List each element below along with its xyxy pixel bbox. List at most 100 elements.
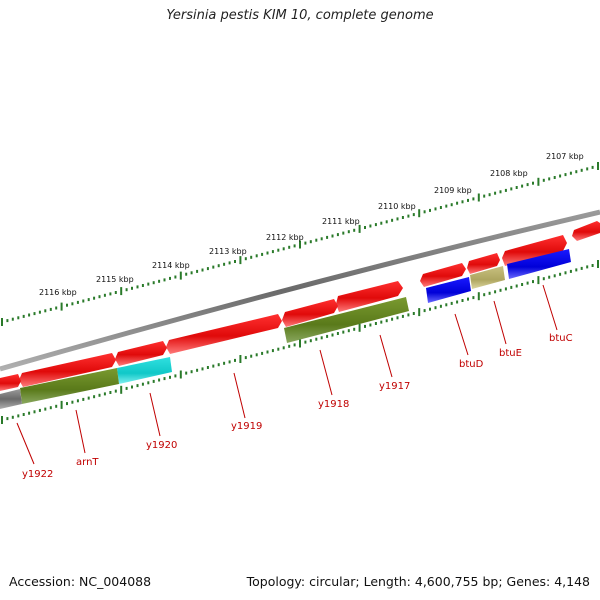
minor-tick bbox=[412, 213, 415, 217]
minor-tick bbox=[158, 378, 161, 382]
minor-tick bbox=[347, 230, 350, 234]
feature-block-btuC[interactable] bbox=[507, 249, 571, 279]
minor-tick bbox=[93, 296, 96, 300]
minor-tick bbox=[380, 221, 383, 225]
gene-arrow[interactable] bbox=[166, 314, 282, 354]
gene-label-btuC[interactable]: btuC bbox=[549, 333, 573, 344]
minor-tick bbox=[98, 295, 101, 299]
gene-arrow[interactable] bbox=[420, 263, 466, 287]
minor-tick bbox=[228, 360, 231, 364]
minor-tick bbox=[515, 284, 518, 288]
minor-tick bbox=[17, 316, 20, 320]
gene-arrow[interactable] bbox=[19, 353, 116, 387]
feature-block-btuE[interactable] bbox=[470, 266, 505, 289]
scale-label-2111: 2111 kbp bbox=[322, 217, 360, 226]
minor-tick bbox=[564, 173, 567, 177]
minor-tick bbox=[580, 266, 583, 270]
major-tick bbox=[358, 323, 361, 332]
scale-label-2113: 2113 kbp bbox=[209, 247, 247, 256]
minor-tick bbox=[206, 366, 209, 369]
minor-tick bbox=[66, 303, 68, 307]
minor-tick bbox=[71, 302, 74, 306]
minor-tick bbox=[28, 411, 31, 415]
topology-text: Topology: circular; Length: 4,600,755 bp… bbox=[246, 574, 590, 589]
minor-tick bbox=[331, 333, 334, 337]
gene-label-y1920[interactable]: y1920 bbox=[146, 440, 177, 451]
gene-label-btuE[interactable]: btuE bbox=[499, 348, 522, 359]
minor-tick bbox=[515, 186, 518, 189]
minor-tick bbox=[103, 293, 106, 297]
minor-tick bbox=[439, 206, 442, 209]
minor-tick bbox=[510, 187, 513, 191]
gene-label-y1917[interactable]: y1917 bbox=[379, 381, 410, 392]
minor-tick bbox=[196, 269, 199, 273]
gene-arrow[interactable] bbox=[0, 374, 21, 391]
minor-tick bbox=[412, 312, 415, 315]
accession-text: Accession: NC_004088 bbox=[9, 574, 152, 589]
minor-tick bbox=[559, 272, 562, 276]
gene-arrow[interactable] bbox=[502, 235, 567, 266]
gene-arrow[interactable] bbox=[115, 341, 167, 366]
minor-tick bbox=[591, 264, 594, 267]
minor-tick bbox=[331, 234, 334, 238]
minor-tick bbox=[304, 241, 307, 245]
minor-tick bbox=[315, 238, 318, 242]
minor-tick bbox=[369, 224, 372, 228]
minor-tick bbox=[76, 399, 79, 403]
scale-label-2114: 2114 kbp bbox=[152, 261, 190, 270]
minor-tick bbox=[385, 319, 388, 323]
gene-label-y1918[interactable]: y1918 bbox=[318, 399, 349, 410]
minor-tick bbox=[288, 245, 291, 249]
minor-tick bbox=[472, 296, 475, 300]
major-tick bbox=[597, 260, 599, 268]
minor-tick bbox=[33, 410, 36, 414]
minor-tick bbox=[6, 319, 9, 323]
minor-tick bbox=[223, 262, 226, 266]
minor-tick bbox=[586, 265, 589, 269]
minor-tick bbox=[353, 327, 356, 331]
gene-label-arnT[interactable]: arnT bbox=[76, 457, 99, 468]
minor-tick bbox=[266, 350, 269, 354]
minor-tick bbox=[38, 408, 41, 412]
feature-block-y1918[interactable] bbox=[284, 297, 409, 343]
minor-tick bbox=[49, 406, 52, 410]
minor-tick bbox=[396, 217, 399, 221]
forward-strand-genes bbox=[0, 221, 600, 391]
gene-arrow[interactable] bbox=[282, 299, 338, 327]
feature-block-arnT[interactable] bbox=[20, 368, 119, 404]
minor-tick bbox=[423, 210, 426, 214]
minor-tick bbox=[55, 306, 58, 310]
outer-scale-ticks bbox=[1, 162, 599, 326]
gene-label-y1922[interactable]: y1922 bbox=[22, 469, 53, 480]
scale-label-2112: 2112 kbp bbox=[266, 233, 304, 242]
minor-tick bbox=[76, 300, 79, 304]
minor-tick bbox=[461, 200, 464, 204]
feature-block-btuD[interactable] bbox=[426, 277, 471, 303]
leader-line bbox=[493, 300, 507, 345]
gene-arrow[interactable] bbox=[467, 253, 500, 274]
gene-label-btuD[interactable]: btuD bbox=[459, 359, 484, 370]
minor-tick bbox=[548, 275, 551, 279]
feature-block-y1922[interactable] bbox=[0, 389, 22, 409]
minor-tick bbox=[429, 307, 431, 311]
minor-tick bbox=[185, 272, 188, 276]
minor-tick bbox=[11, 415, 14, 419]
minor-tick bbox=[407, 214, 410, 218]
minor-tick bbox=[553, 274, 556, 278]
feature-block-y1920[interactable] bbox=[117, 357, 172, 384]
minor-tick bbox=[461, 299, 464, 302]
minor-tick bbox=[174, 374, 177, 378]
major-tick bbox=[60, 302, 63, 311]
minor-tick bbox=[87, 396, 90, 400]
minor-tick bbox=[374, 223, 377, 227]
leader-line bbox=[16, 422, 35, 465]
minor-tick bbox=[586, 167, 589, 171]
minor-tick bbox=[488, 291, 491, 295]
minor-tick bbox=[336, 233, 339, 237]
minor-tick bbox=[152, 281, 155, 285]
gene-label-y1919[interactable]: y1919 bbox=[231, 421, 262, 432]
gene-arrow[interactable] bbox=[336, 281, 403, 312]
gene-arrow[interactable] bbox=[572, 221, 600, 241]
minor-tick bbox=[103, 392, 106, 396]
